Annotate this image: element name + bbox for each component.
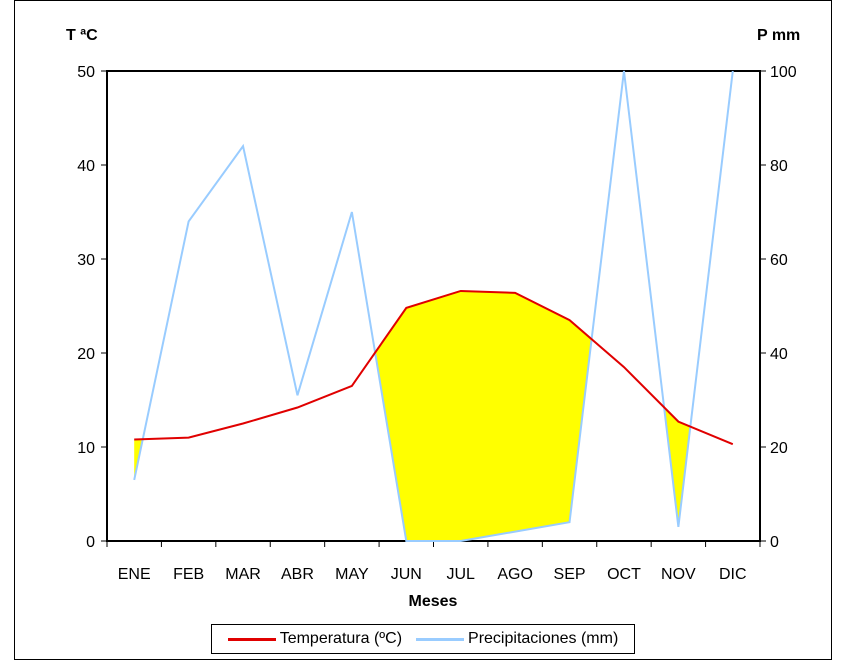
- y-left-tick-label: 20: [77, 346, 95, 363]
- y-axis-left-label: T ªC: [66, 27, 98, 44]
- x-tick-label: OCT: [607, 566, 641, 583]
- y-left-tick-label: 0: [86, 534, 95, 551]
- legend-swatch-precipitation: [416, 637, 465, 641]
- x-tick-label: FEB: [173, 566, 204, 583]
- y-right-tick-label: 80: [770, 158, 788, 175]
- y-right-tick-label: 20: [770, 440, 788, 457]
- legend-label-precipitation: Precipitaciones (mm): [468, 630, 619, 647]
- y-left-tick-label: 30: [77, 252, 95, 269]
- series-line-precipitation: [133, 70, 734, 542]
- x-tick-label: MAR: [225, 566, 261, 583]
- x-tick-label: NOV: [661, 566, 696, 583]
- dry-period-fill: [375, 291, 592, 541]
- y-right-tick-label: 60: [770, 252, 788, 269]
- legend: Temperatura (ºC) Precipitaciones (mm): [211, 624, 635, 654]
- y-right-tick-label: 0: [770, 534, 779, 551]
- x-axis-label: Meses: [409, 593, 458, 610]
- legend-label-temperature: Temperatura (ºC): [279, 630, 403, 647]
- legend-item-precipitation: Precipitaciones (mm): [416, 630, 618, 648]
- y-axis-right-label: P mm: [757, 27, 800, 44]
- y-left-tick-label: 50: [77, 64, 95, 81]
- x-tick-label: AGO: [497, 566, 533, 583]
- dry-period-fill: [664, 407, 691, 527]
- y-right-tick-label: 100: [770, 64, 797, 81]
- y-right-tick-label: 40: [770, 346, 788, 363]
- x-tick-label: JUN: [391, 566, 422, 583]
- y-left-tick-label: 10: [77, 440, 95, 457]
- legend-swatch-temperature: [227, 637, 276, 641]
- series-line-temperature: [134, 289, 734, 446]
- x-tick-label: DIC: [719, 566, 747, 583]
- x-tick-label: SEP: [554, 566, 586, 583]
- x-tick-label: JUL: [446, 566, 475, 583]
- x-tick-label: ENE: [118, 566, 151, 583]
- y-left-tick-label: 40: [77, 158, 95, 175]
- x-tick-label: MAY: [335, 566, 369, 583]
- x-tick-label: ABR: [281, 566, 314, 583]
- legend-item-temperature: Temperatura (ºC): [227, 630, 403, 648]
